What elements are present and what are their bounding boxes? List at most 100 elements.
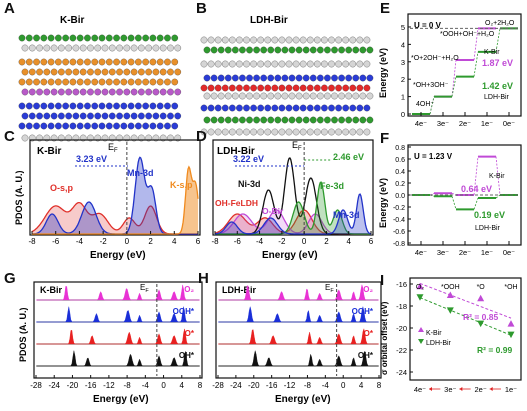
k-bir-atom	[120, 122, 128, 130]
ldh-bir-atom	[250, 128, 257, 136]
ldh-bir-atom	[264, 104, 272, 112]
k-bir-atom	[55, 34, 62, 42]
g-row-label: OOH*	[173, 307, 195, 316]
panel-letter-f: F	[380, 130, 390, 147]
ldh-bir-atom	[221, 36, 229, 44]
ldh-bir-atom	[228, 36, 236, 44]
i-y-tick-label: -22	[396, 346, 407, 355]
g-x-tick-label: 4	[180, 381, 185, 390]
k-bir-atom	[33, 102, 40, 110]
k-bir-atom	[101, 44, 109, 52]
pdos-c-x-tick-label: -2	[100, 237, 108, 246]
ldh-bir-atom	[200, 104, 208, 112]
ldh-bir-atom	[274, 46, 282, 54]
k-bir-atom	[50, 88, 58, 96]
k-bir-atom	[79, 44, 87, 52]
ldh-bir-atom	[299, 104, 307, 112]
ldh-bir-atom	[257, 36, 265, 44]
e-k-link	[473, 28, 479, 61]
k-bir-atom	[174, 68, 182, 76]
ldh-bir-atom	[243, 60, 250, 68]
k-bir-atom	[87, 112, 94, 120]
panel-i-r2-k: R² = 0.85	[463, 312, 498, 322]
k-bir-atom	[149, 34, 157, 42]
i-bottom-arrowhead	[429, 387, 432, 391]
ldh-bir-atom	[363, 84, 371, 92]
ldh-bir-atom	[217, 92, 225, 100]
panel-c-ylabel: PDOS (A. U.)	[14, 170, 24, 225]
ldh-bir-atom	[260, 116, 268, 124]
k-bir-atom	[62, 122, 69, 130]
ldh-bir-atom	[236, 84, 243, 92]
f-k-link	[495, 156, 501, 196]
panel-i-leg-ldh-marker	[418, 339, 424, 344]
panel-h-ef: EF	[325, 283, 334, 294]
k-bir-atom	[156, 58, 164, 66]
k-bir-atom	[65, 44, 72, 52]
pdos-d-x-tick-label: -2	[278, 237, 286, 246]
ldh-bir-atom	[302, 46, 310, 54]
k-bir-atom	[123, 44, 131, 52]
ldh-bir-atom	[299, 84, 307, 92]
k-bir-atom	[62, 34, 69, 42]
ldh-bir-atom	[302, 116, 310, 124]
ldh-bir-atom	[285, 128, 293, 136]
k-bir-atom	[25, 58, 33, 66]
ldh-bir-atom	[260, 46, 268, 54]
g-x-tick-label: 0	[161, 381, 166, 390]
pdos-d-x-tick-label: 6	[369, 237, 374, 246]
k-bir-atom	[87, 44, 94, 52]
ldh-bir-atom	[246, 74, 253, 82]
k-bir-atom	[55, 58, 62, 66]
k-bir-atom	[50, 68, 58, 76]
ldh-bir-atom	[264, 36, 272, 44]
k-bir-atom	[138, 44, 145, 52]
ldh-bir-atom	[231, 116, 239, 124]
ldh-bir-atom	[328, 36, 335, 44]
k-bir-atom	[69, 34, 77, 42]
e-x-tick-label: 4e⁻	[415, 119, 427, 128]
panel-letter-a: A	[4, 0, 15, 17]
f-y-tick-label: -0.4	[393, 217, 405, 224]
ldh-bir-atom	[200, 84, 208, 92]
ldh-bir-atom	[236, 36, 243, 44]
ldh-bir-atom	[228, 128, 236, 136]
k-bir-atom	[101, 88, 109, 96]
ldh-bir-atom	[316, 92, 324, 100]
k-bir-atom	[101, 68, 109, 76]
k-bir-atom	[123, 68, 131, 76]
k-bir-atom	[174, 112, 182, 120]
k-bir-atom	[69, 102, 77, 110]
panel-e-species-4: O₂+2H₂O	[485, 20, 515, 27]
ldh-bir-atom	[342, 104, 350, 112]
k-bir-atom	[142, 58, 149, 66]
k-bir-atom	[33, 122, 40, 130]
e-y-tick-label: 2	[401, 75, 405, 84]
k-bir-atom	[65, 88, 72, 96]
k-bir-atom	[120, 58, 128, 66]
ldh-bir-atom	[285, 60, 293, 68]
k-bir-atom	[171, 34, 179, 42]
ldh-bir-atom	[309, 74, 317, 82]
ldh-bir-atom	[313, 128, 321, 136]
ldh-bir-atom	[292, 84, 300, 92]
ldh-bir-atom	[335, 36, 342, 44]
ldh-bir-atom	[345, 46, 353, 54]
k-bir-atom	[149, 102, 157, 110]
k-bir-atom	[167, 68, 174, 76]
f-y-tick-label: -0.2	[393, 205, 405, 212]
ldh-bir-atom	[231, 46, 239, 54]
ldh-bir-atom	[221, 128, 229, 136]
pdos-d-mn-curve	[214, 193, 372, 235]
f-k-link	[473, 156, 479, 196]
panel-f-ldh-legend: LDH-Bir	[475, 225, 501, 232]
k-bir-atom	[84, 58, 91, 66]
ldh-bir-atom	[236, 60, 243, 68]
k-bir-atom	[58, 88, 65, 96]
ldh-bir-atom	[250, 36, 257, 44]
ldh-bir-atom	[257, 84, 265, 92]
k-bir-atom	[105, 58, 113, 66]
k-bir-atom	[91, 78, 99, 86]
ldh-bir-atom	[281, 92, 289, 100]
